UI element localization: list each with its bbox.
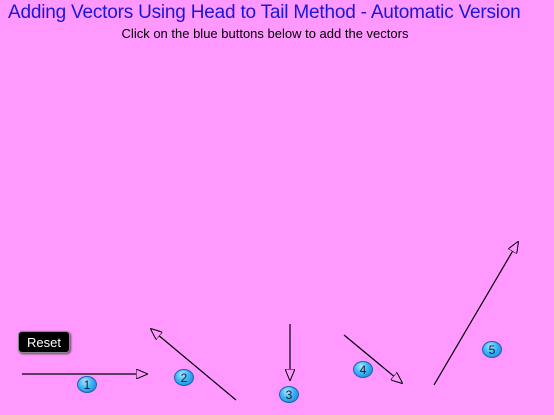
page-title: Adding Vectors Using Head to Tail Method… xyxy=(8,2,521,23)
vector-5-arrow xyxy=(433,242,518,386)
vector-4-arrow xyxy=(343,334,402,383)
vector-3-button[interactable]: 3 xyxy=(279,386,299,403)
instructions-text: Click on the blue buttons below to add t… xyxy=(121,26,409,41)
vector-2-button[interactable]: 2 xyxy=(174,369,194,386)
reset-button[interactable]: Reset xyxy=(18,331,70,353)
vector-4-button[interactable]: 4 xyxy=(353,361,373,378)
vector-5-button[interactable]: 5 xyxy=(482,341,502,358)
vector-1-button[interactable]: 1 xyxy=(77,376,97,393)
vector-2-arrow xyxy=(151,329,237,401)
